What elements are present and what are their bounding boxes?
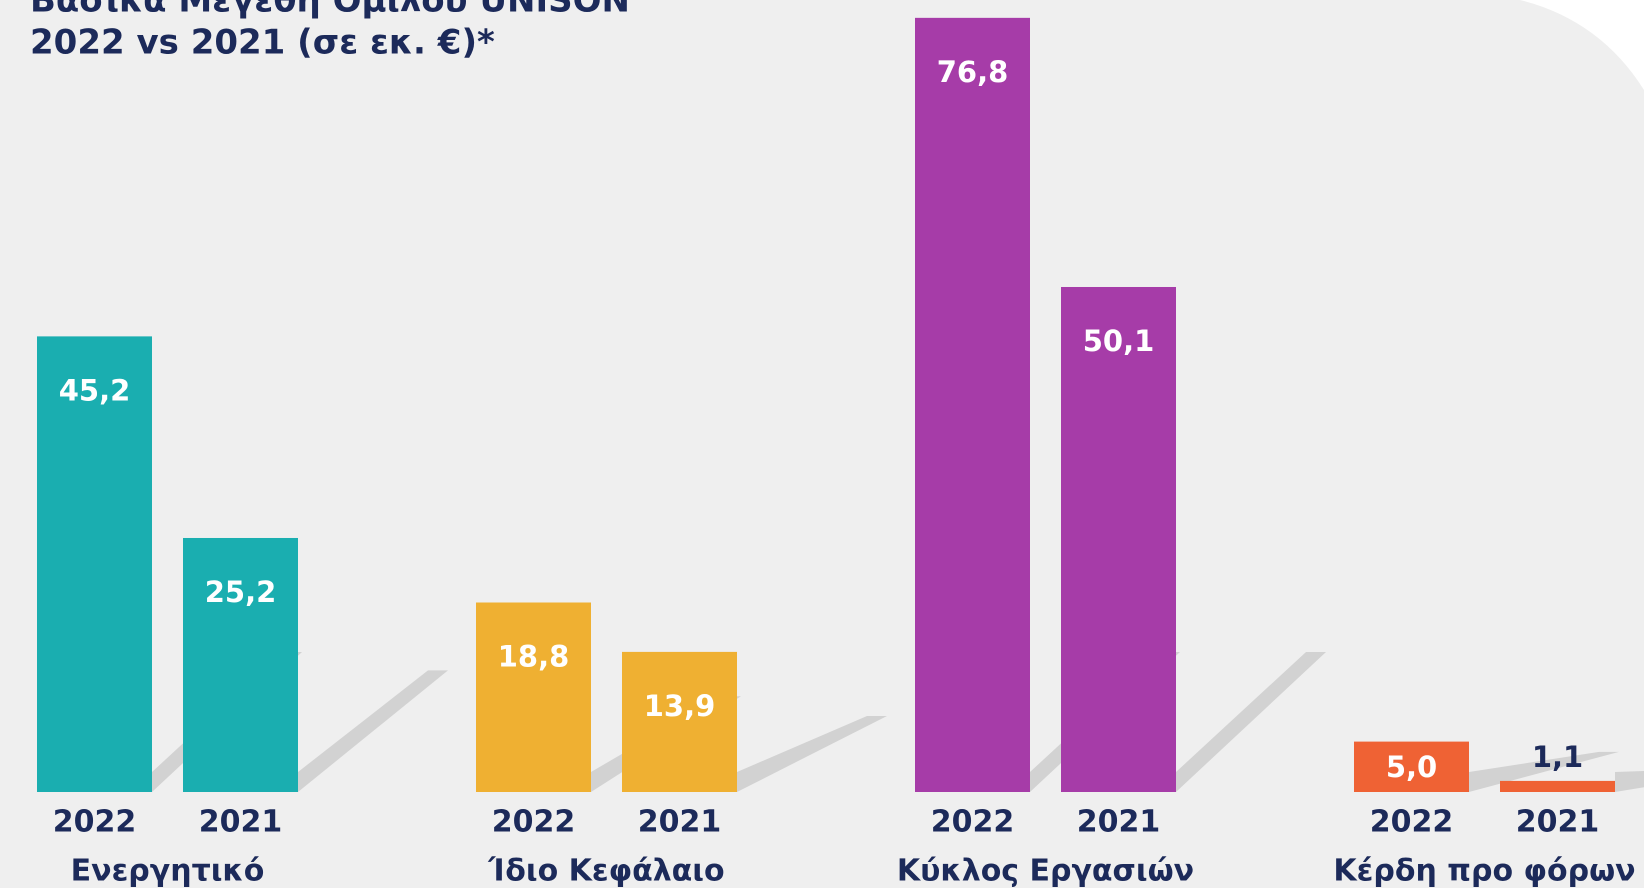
year-label: 2021	[638, 805, 722, 840]
bar	[1500, 780, 1615, 792]
value-label: 18,8	[498, 639, 570, 673]
background-curve	[1520, 0, 1644, 90]
bar-shadow	[1176, 652, 1326, 792]
bar-shadow	[1615, 771, 1644, 792]
bar-shadow	[737, 715, 887, 792]
value-label: 13,9	[644, 689, 716, 723]
category-label: Ενεργητικό	[71, 854, 265, 888]
year-label: 2022	[53, 805, 137, 840]
year-label: 2021	[199, 805, 283, 840]
year-label: 2022	[492, 805, 576, 840]
bar	[622, 651, 737, 792]
value-label: 76,8	[937, 55, 1009, 89]
bar	[476, 602, 591, 792]
year-label: 2021	[1516, 805, 1600, 840]
value-label: 1,1	[1532, 740, 1583, 774]
bar	[37, 336, 152, 792]
category-label: Κέρδη προ φόρων	[1333, 854, 1635, 888]
year-label: 2021	[1077, 805, 1161, 840]
bar	[1354, 741, 1469, 792]
category-label: Ίδιο Κεφάλαιο	[487, 854, 724, 888]
bar	[183, 537, 298, 792]
bar-shadow	[1469, 751, 1619, 792]
bar-shadow	[298, 670, 448, 792]
bar	[915, 17, 1030, 792]
chart-subtitle: 2022 vs 2021 (σε εκ. €)*	[30, 23, 495, 63]
value-label: 5,0	[1386, 750, 1437, 784]
year-label: 2022	[931, 805, 1015, 840]
value-label: 50,1	[1083, 324, 1155, 358]
bar	[1061, 286, 1176, 792]
value-label: 45,2	[59, 373, 131, 407]
category-label: Κύκλος Εργασιών	[897, 854, 1194, 888]
chart-title: Βασικά Μεγέθη Ομίλου UNISON	[30, 0, 630, 21]
year-label: 2022	[1370, 805, 1454, 840]
value-label: 25,2	[205, 575, 277, 609]
